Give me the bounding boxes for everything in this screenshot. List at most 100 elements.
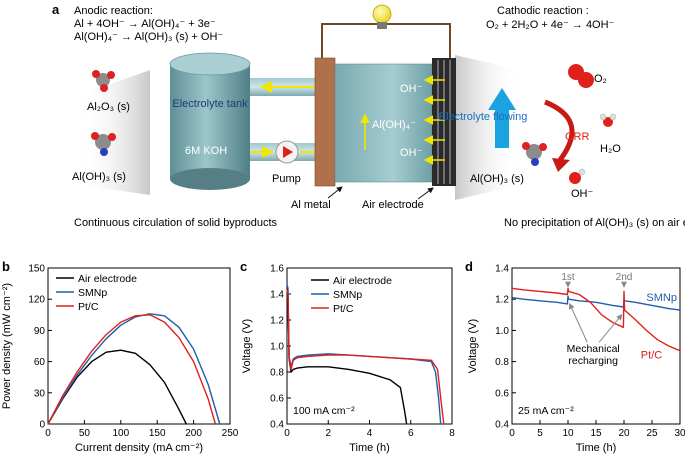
y-tick-label: 1.4 xyxy=(270,290,284,301)
cathodic-title: Cathodic reaction : xyxy=(497,5,589,17)
al-metal-label: Al metal xyxy=(291,199,331,211)
x-axis-label: Time (h) xyxy=(349,442,390,454)
x-tick-label: 8 xyxy=(449,428,455,439)
aloh4-label: Al(OH)₄⁻ xyxy=(372,119,416,131)
x-tick-label: 150 xyxy=(149,428,166,439)
y-tick-label: 0.4 xyxy=(495,420,509,431)
x-tick-label: 50 xyxy=(79,428,91,439)
y-axis-label: Voltage (V) xyxy=(241,319,253,373)
x-tick-label: 30 xyxy=(674,428,685,439)
aloh3-left-particle-icon xyxy=(91,132,116,156)
caption-left: Continuous circulation of solid byproduc… xyxy=(74,217,278,229)
pump-label: Pump xyxy=(272,173,301,185)
series-line-smnp xyxy=(47,313,221,425)
recharge-marker-label: 1st xyxy=(561,272,575,283)
y-tick-label: 120 xyxy=(28,295,45,306)
flow-arrow-shaft xyxy=(495,108,509,148)
y-tick-label: 1.6 xyxy=(270,264,284,275)
flow-arrow-icon xyxy=(488,88,516,110)
panel-b-power-density-chart: b 0 50 100 150 200 250 0 30 60 90 120 150 Current de… xyxy=(1,259,239,454)
legend-entry: Pt/C xyxy=(333,303,354,315)
x-tick-label: 4 xyxy=(367,428,373,439)
panel-label-d: d xyxy=(465,259,473,274)
panel-label-b: b xyxy=(2,259,10,274)
cell-electrolyte xyxy=(334,63,433,183)
air-electrode-pointer xyxy=(417,187,434,200)
electrolyte-flowing-label: Electrolyte flowing xyxy=(439,111,528,123)
y-tick-label: 1.2 xyxy=(495,295,509,306)
anodic-eq2: Al(OH)₄⁻ → Al(OH)₃ (s) + OH⁻ xyxy=(74,31,223,43)
y-tick-label: 0 xyxy=(39,420,45,431)
series-label-ptc: Pt/C xyxy=(641,349,662,361)
y-tick-label: 0.8 xyxy=(495,357,509,368)
caption-right: No precipitation of Al(OH)₃ (s) on air e… xyxy=(504,217,685,229)
x-tick-label: 6 xyxy=(408,428,414,439)
aloh3-right-label: Al(OH)₃ (s) xyxy=(470,173,524,185)
al-metal-plate xyxy=(314,57,336,187)
y-tick-label: 1.2 xyxy=(270,316,284,327)
x-axis-label: Current density (mA cm⁻²) xyxy=(75,442,203,454)
panel-label-c: c xyxy=(240,259,247,274)
tank-label: Electrolyte tank xyxy=(172,98,248,110)
electrolyte-tank xyxy=(169,52,251,190)
recharging-label: Mechanical xyxy=(567,343,620,355)
y-tick-label: 30 xyxy=(34,388,46,399)
x-tick-label: 0 xyxy=(284,428,290,439)
al2o3-particle-icon xyxy=(92,70,115,92)
series-line-pt-c xyxy=(47,314,217,425)
series-line-pt-c xyxy=(511,287,681,352)
circuit-wire xyxy=(321,23,451,58)
legend-entry: SMNp xyxy=(333,289,362,301)
orr-label: ORR xyxy=(565,131,590,143)
y-axis-label: Voltage (V) xyxy=(467,319,479,373)
x-tick-label: 25 xyxy=(646,428,658,439)
koh-label: 6M KOH xyxy=(185,145,227,157)
plot-frame xyxy=(286,267,453,425)
al2o3-label: Al₂O₃ (s) xyxy=(87,101,130,113)
x-tick-label: 200 xyxy=(185,428,202,439)
al-metal-pointer xyxy=(327,186,343,199)
x-tick-label: 2 xyxy=(325,428,331,439)
y-tick-label: 1.4 xyxy=(495,264,509,275)
panel-c-discharge-chart: c 0 2 4 6 8 0.4 0.6 0.8 1.0 1.2 1.4 1.6 Time (h) Volt… xyxy=(240,259,455,454)
y-tick-label: 150 xyxy=(28,264,45,275)
orr-arrowhead xyxy=(552,158,570,172)
x-tick-label: 5 xyxy=(537,428,543,439)
legend-entry: SMNp xyxy=(78,287,107,299)
air-electrode-label: Air electrode xyxy=(362,199,424,211)
current-density-annotation: 100 mA cm⁻² xyxy=(293,405,355,417)
h2o-molecule-icon xyxy=(599,113,617,127)
y-tick-label: 1.0 xyxy=(270,342,284,353)
series-line-smnp xyxy=(511,295,681,311)
recharging-pointer-1 xyxy=(569,302,588,343)
o2-label: O₂ xyxy=(594,73,607,85)
current-density-annotation: 25 mA cm⁻² xyxy=(518,405,574,417)
oh-bottom-label: OH⁻ xyxy=(400,147,423,159)
h2o-label: H₂O xyxy=(600,143,621,155)
y-tick-label: 0.6 xyxy=(270,394,284,405)
x-tick-label: 250 xyxy=(222,428,239,439)
y-tick-label: 1.0 xyxy=(495,326,509,337)
cathodic-eq: O₂ + 2H₂O + 4e⁻ → 4OH⁻ xyxy=(486,19,615,31)
x-axis-label: Time (h) xyxy=(576,442,617,454)
x-tick-label: 20 xyxy=(618,428,630,439)
cell-ion-arrows xyxy=(360,75,445,165)
recharging-label: recharging xyxy=(568,355,618,367)
left-magnifier-cone xyxy=(80,70,150,195)
recharging-pointer-2 xyxy=(598,314,623,343)
panel-d-recharge-chart: d 0 5 10 15 20 25 30 0.4 0.6 0.8 1.0 1.2 1.4 Time (h)… xyxy=(465,259,685,454)
recharge-marker-label: 2nd xyxy=(616,272,633,283)
bulb-base xyxy=(377,22,387,29)
panel-a-schematic: a Anodic reaction: Al + 4OH⁻ → Al(OH)₄⁻ … xyxy=(52,2,685,229)
legend-entry: Air electrode xyxy=(333,275,392,287)
legend-entry: Pt/C xyxy=(78,301,99,313)
series-label-smnp: SMNp xyxy=(646,292,677,304)
panel-label-a: a xyxy=(52,2,60,17)
y-tick-label: 0.4 xyxy=(270,420,284,431)
x-tick-label: 0 xyxy=(509,428,515,439)
x-tick-label: 100 xyxy=(112,428,129,439)
oh-right-label: OH⁻ xyxy=(571,188,594,200)
aloh3-left-label: Al(OH)₃ (s) xyxy=(72,171,126,183)
x-tick-label: 0 xyxy=(45,428,51,439)
pump-arrow-icon xyxy=(283,146,293,158)
